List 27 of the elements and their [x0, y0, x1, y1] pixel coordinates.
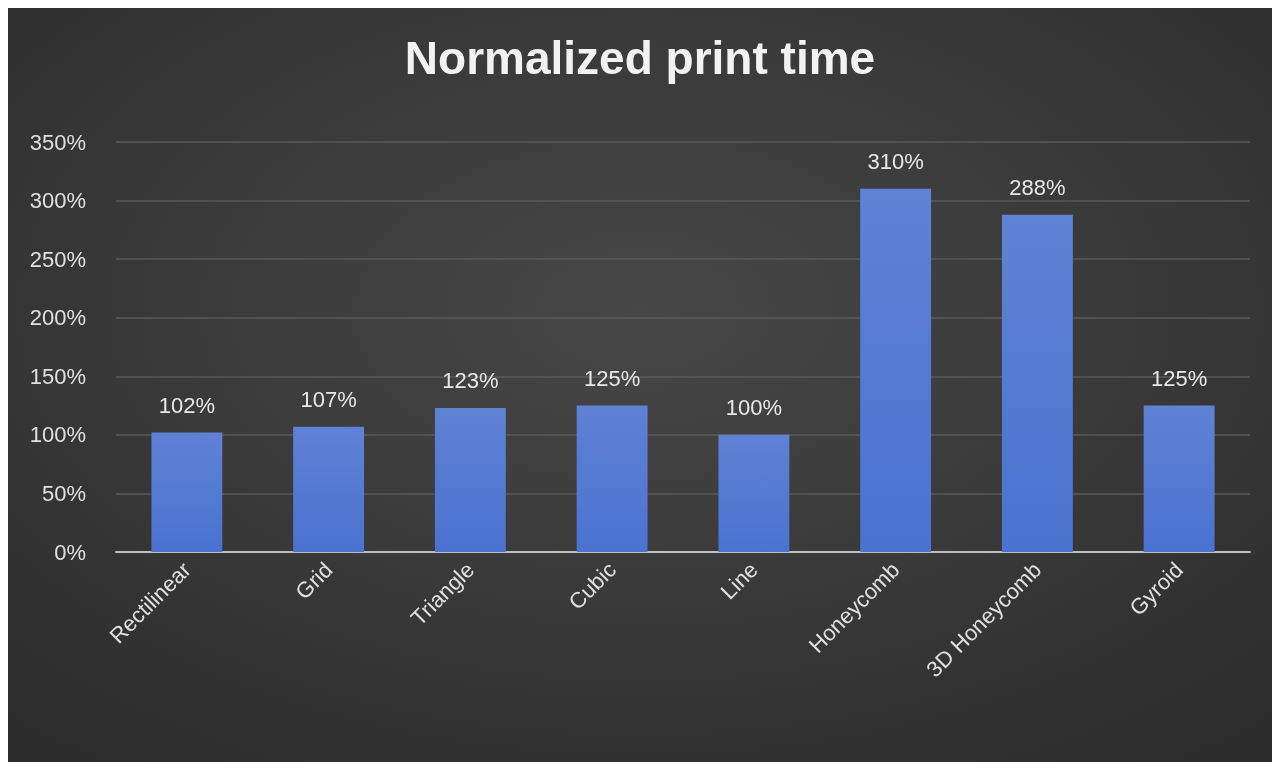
bar — [434, 407, 506, 552]
bar — [718, 434, 790, 552]
data-label: 125% — [583, 366, 641, 392]
y-tick-label: 200% — [29, 305, 86, 331]
y-tick-label: 150% — [29, 363, 86, 389]
chart-title: Normalized print time — [404, 32, 876, 84]
y-tick-label: 0% — [54, 539, 86, 565]
bar — [151, 432, 223, 552]
data-label: 288% — [1009, 175, 1066, 201]
data-label: 100% — [725, 395, 783, 421]
y-tick-label: 350% — [29, 129, 86, 155]
y-tick-label: 300% — [29, 188, 86, 214]
bar — [293, 426, 365, 552]
y-tick-label: 100% — [29, 422, 86, 448]
data-label: 107% — [300, 387, 357, 413]
data-label: 123% — [442, 368, 499, 394]
y-tick-label: 250% — [29, 246, 86, 272]
data-label: 125% — [1150, 366, 1208, 392]
data-label: 310% — [867, 149, 924, 175]
y-tick-label: 50% — [41, 480, 86, 506]
x-tick-label: Line — [715, 557, 763, 605]
bar — [1143, 405, 1215, 552]
bar — [1001, 214, 1073, 552]
bar — [860, 188, 932, 552]
data-label: 102% — [158, 393, 216, 419]
x-tick-label: Grid — [290, 557, 338, 605]
bar — [576, 405, 648, 552]
